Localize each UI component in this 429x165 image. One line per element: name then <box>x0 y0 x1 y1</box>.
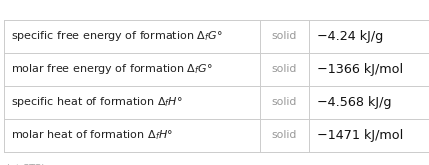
Text: specific heat of formation $\Delta_f H°$: specific heat of formation $\Delta_f H°$ <box>11 95 183 109</box>
Text: solid: solid <box>272 130 297 140</box>
Text: specific free energy of formation $\Delta_f G°$: specific free energy of formation $\Delt… <box>11 29 223 43</box>
Text: −4.568 kJ/g: −4.568 kJ/g <box>317 96 391 109</box>
Text: −4.24 kJ/g: −4.24 kJ/g <box>317 30 383 43</box>
Text: (at STP): (at STP) <box>6 163 45 165</box>
Text: molar free energy of formation $\Delta_f G°$: molar free energy of formation $\Delta_f… <box>11 62 212 76</box>
Text: −1471 kJ/mol: −1471 kJ/mol <box>317 129 403 142</box>
Text: molar heat of formation $\Delta_f H°$: molar heat of formation $\Delta_f H°$ <box>11 128 173 142</box>
Text: solid: solid <box>272 97 297 107</box>
Text: solid: solid <box>272 31 297 41</box>
Text: solid: solid <box>272 64 297 74</box>
Text: −1366 kJ/mol: −1366 kJ/mol <box>317 63 403 76</box>
